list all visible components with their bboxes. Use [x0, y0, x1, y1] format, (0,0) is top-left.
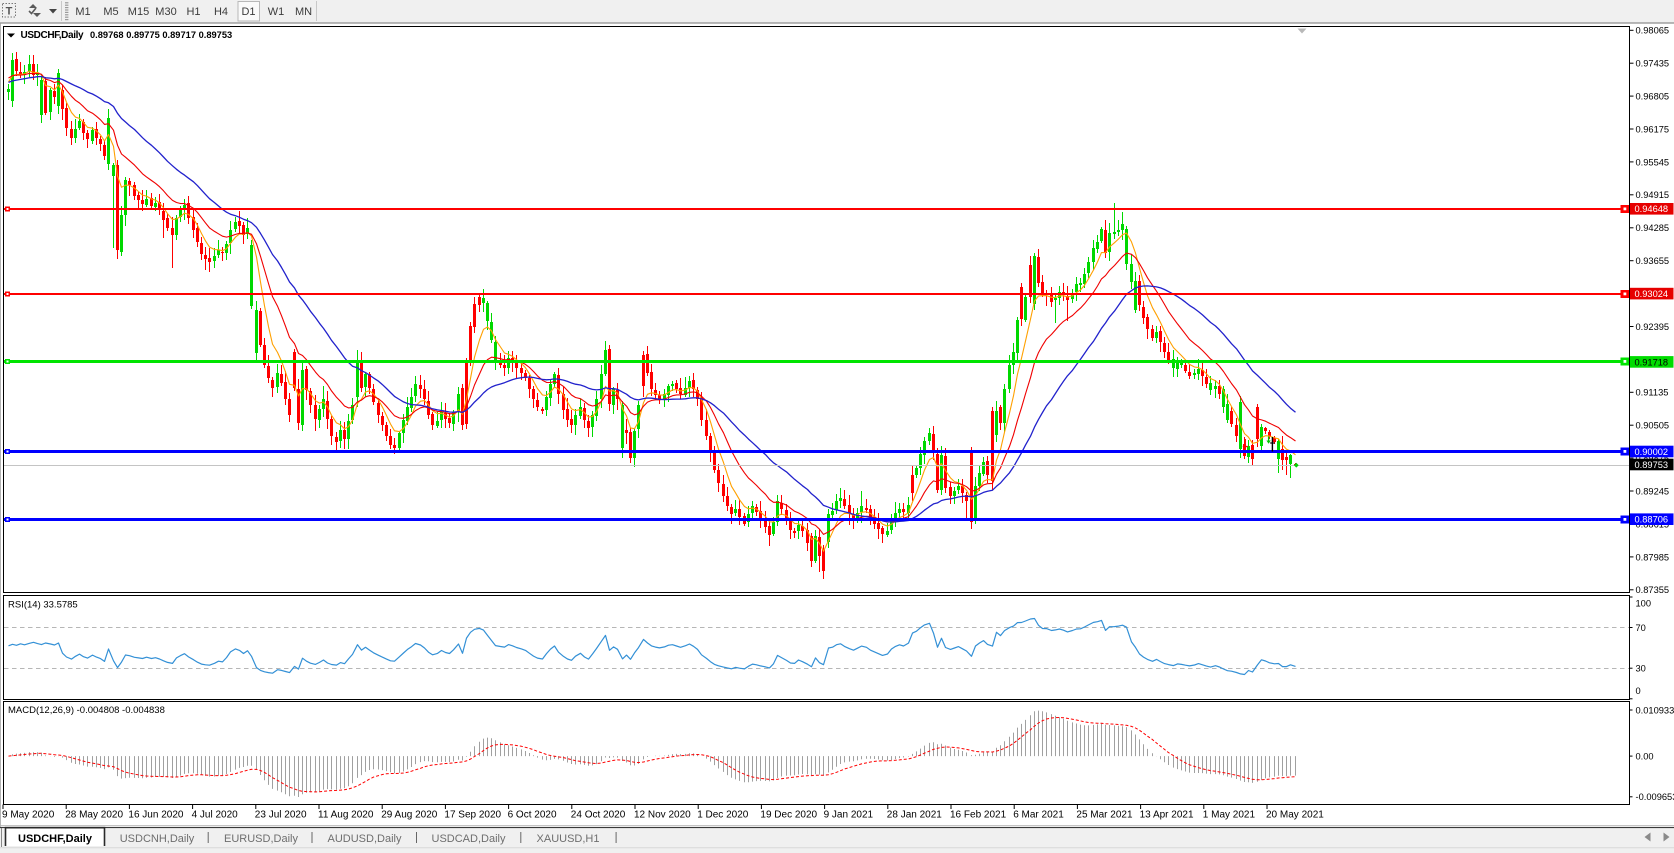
- svg-text:H4: H4: [214, 6, 228, 18]
- svg-text:0.94648: 0.94648: [1635, 204, 1669, 214]
- svg-text:0.94915: 0.94915: [1636, 190, 1670, 200]
- svg-text:0.93024: 0.93024: [1635, 289, 1669, 299]
- svg-text:13 Apr 2021: 13 Apr 2021: [1140, 810, 1194, 821]
- svg-text:USDCNH,Daily: USDCNH,Daily: [120, 833, 195, 845]
- svg-text:D1: D1: [241, 6, 255, 18]
- svg-text:0: 0: [1636, 686, 1641, 696]
- svg-text:24 Oct 2020: 24 Oct 2020: [571, 810, 626, 821]
- svg-text:0.89768 0.89775 0.89717 0.8975: 0.89768 0.89775 0.89717 0.89753: [90, 30, 232, 40]
- svg-text:1 Dec 2020: 1 Dec 2020: [697, 810, 749, 821]
- svg-text:AUDUSD,Daily: AUDUSD,Daily: [328, 833, 402, 845]
- svg-text:M30: M30: [155, 6, 176, 18]
- svg-text:11 Aug 2020: 11 Aug 2020: [318, 810, 374, 821]
- svg-text:M5: M5: [103, 6, 118, 18]
- svg-text:70: 70: [1636, 623, 1646, 633]
- svg-text:30: 30: [1636, 664, 1646, 674]
- svg-text:9 Jan 2021: 9 Jan 2021: [824, 810, 874, 821]
- svg-text:MACD(12,26,9) -0.004808 -0.004: MACD(12,26,9) -0.004808 -0.004838: [8, 705, 165, 716]
- svg-text:29 Aug 2020: 29 Aug 2020: [381, 810, 438, 821]
- svg-text:RSI(14) 33.5785: RSI(14) 33.5785: [8, 600, 78, 611]
- svg-text:0.92395: 0.92395: [1636, 322, 1670, 332]
- svg-text:1 May 2021: 1 May 2021: [1203, 810, 1256, 821]
- svg-text:16 Feb 2021: 16 Feb 2021: [950, 810, 1007, 821]
- svg-text:28 Jan 2021: 28 Jan 2021: [887, 810, 942, 821]
- svg-text:USDCHF,Daily: USDCHF,Daily: [18, 833, 93, 845]
- svg-text:M1: M1: [75, 6, 90, 18]
- svg-text:0.93655: 0.93655: [1636, 256, 1670, 266]
- svg-text:W1: W1: [268, 6, 285, 18]
- svg-text:4 Jul 2020: 4 Jul 2020: [192, 810, 239, 821]
- svg-text:9 May 2020: 9 May 2020: [2, 810, 55, 821]
- svg-text:0.010933: 0.010933: [1636, 705, 1674, 715]
- svg-text:0.91718: 0.91718: [1635, 357, 1669, 367]
- svg-text:0.98065: 0.98065: [1636, 26, 1670, 36]
- svg-text:0.89875: 0.89875: [1636, 454, 1670, 464]
- svg-text:XAUUSD,H1: XAUUSD,H1: [537, 833, 600, 845]
- svg-text:17 Sep 2020: 17 Sep 2020: [444, 810, 501, 821]
- svg-text:0.94285: 0.94285: [1636, 223, 1670, 233]
- svg-text:0.87355: 0.87355: [1636, 585, 1670, 595]
- svg-text:0.96805: 0.96805: [1636, 92, 1670, 102]
- svg-text:-0.009653: -0.009653: [1636, 792, 1674, 802]
- svg-text:0.89245: 0.89245: [1636, 486, 1670, 496]
- svg-text:6 Mar 2021: 6 Mar 2021: [1013, 810, 1064, 821]
- svg-text:0.88706: 0.88706: [1635, 515, 1669, 525]
- svg-text:USDCAD,Daily: USDCAD,Daily: [432, 833, 506, 845]
- svg-text:20 May 2021: 20 May 2021: [1266, 810, 1324, 821]
- svg-text:0.91135: 0.91135: [1636, 388, 1669, 398]
- svg-text:M15: M15: [128, 6, 149, 18]
- svg-text:0.00: 0.00: [1636, 752, 1654, 762]
- svg-text:19 Dec 2020: 19 Dec 2020: [760, 810, 817, 821]
- svg-text:0.95545: 0.95545: [1636, 157, 1670, 167]
- svg-text:16 Jun 2020: 16 Jun 2020: [128, 810, 183, 821]
- svg-text:T: T: [6, 6, 13, 18]
- svg-text:0.89753: 0.89753: [1635, 460, 1669, 470]
- svg-text:0.90002: 0.90002: [1635, 447, 1669, 457]
- svg-text:H1: H1: [186, 6, 200, 18]
- svg-text:0.97435: 0.97435: [1636, 59, 1670, 69]
- svg-text:0.87985: 0.87985: [1636, 552, 1670, 562]
- svg-text:12 Nov 2020: 12 Nov 2020: [634, 810, 691, 821]
- svg-text:USDCHF,Daily: USDCHF,Daily: [21, 30, 84, 41]
- svg-text:25 Mar 2021: 25 Mar 2021: [1076, 810, 1133, 821]
- svg-text:0.90505: 0.90505: [1636, 421, 1670, 431]
- svg-text:0.96175: 0.96175: [1636, 124, 1670, 134]
- svg-text:100: 100: [1636, 598, 1652, 608]
- svg-text:EURUSD,Daily: EURUSD,Daily: [224, 833, 298, 845]
- svg-text:MN: MN: [295, 6, 312, 18]
- svg-text:23 Jul 2020: 23 Jul 2020: [255, 810, 307, 821]
- svg-text:6 Oct 2020: 6 Oct 2020: [508, 810, 557, 821]
- svg-text:28 May 2020: 28 May 2020: [65, 810, 123, 821]
